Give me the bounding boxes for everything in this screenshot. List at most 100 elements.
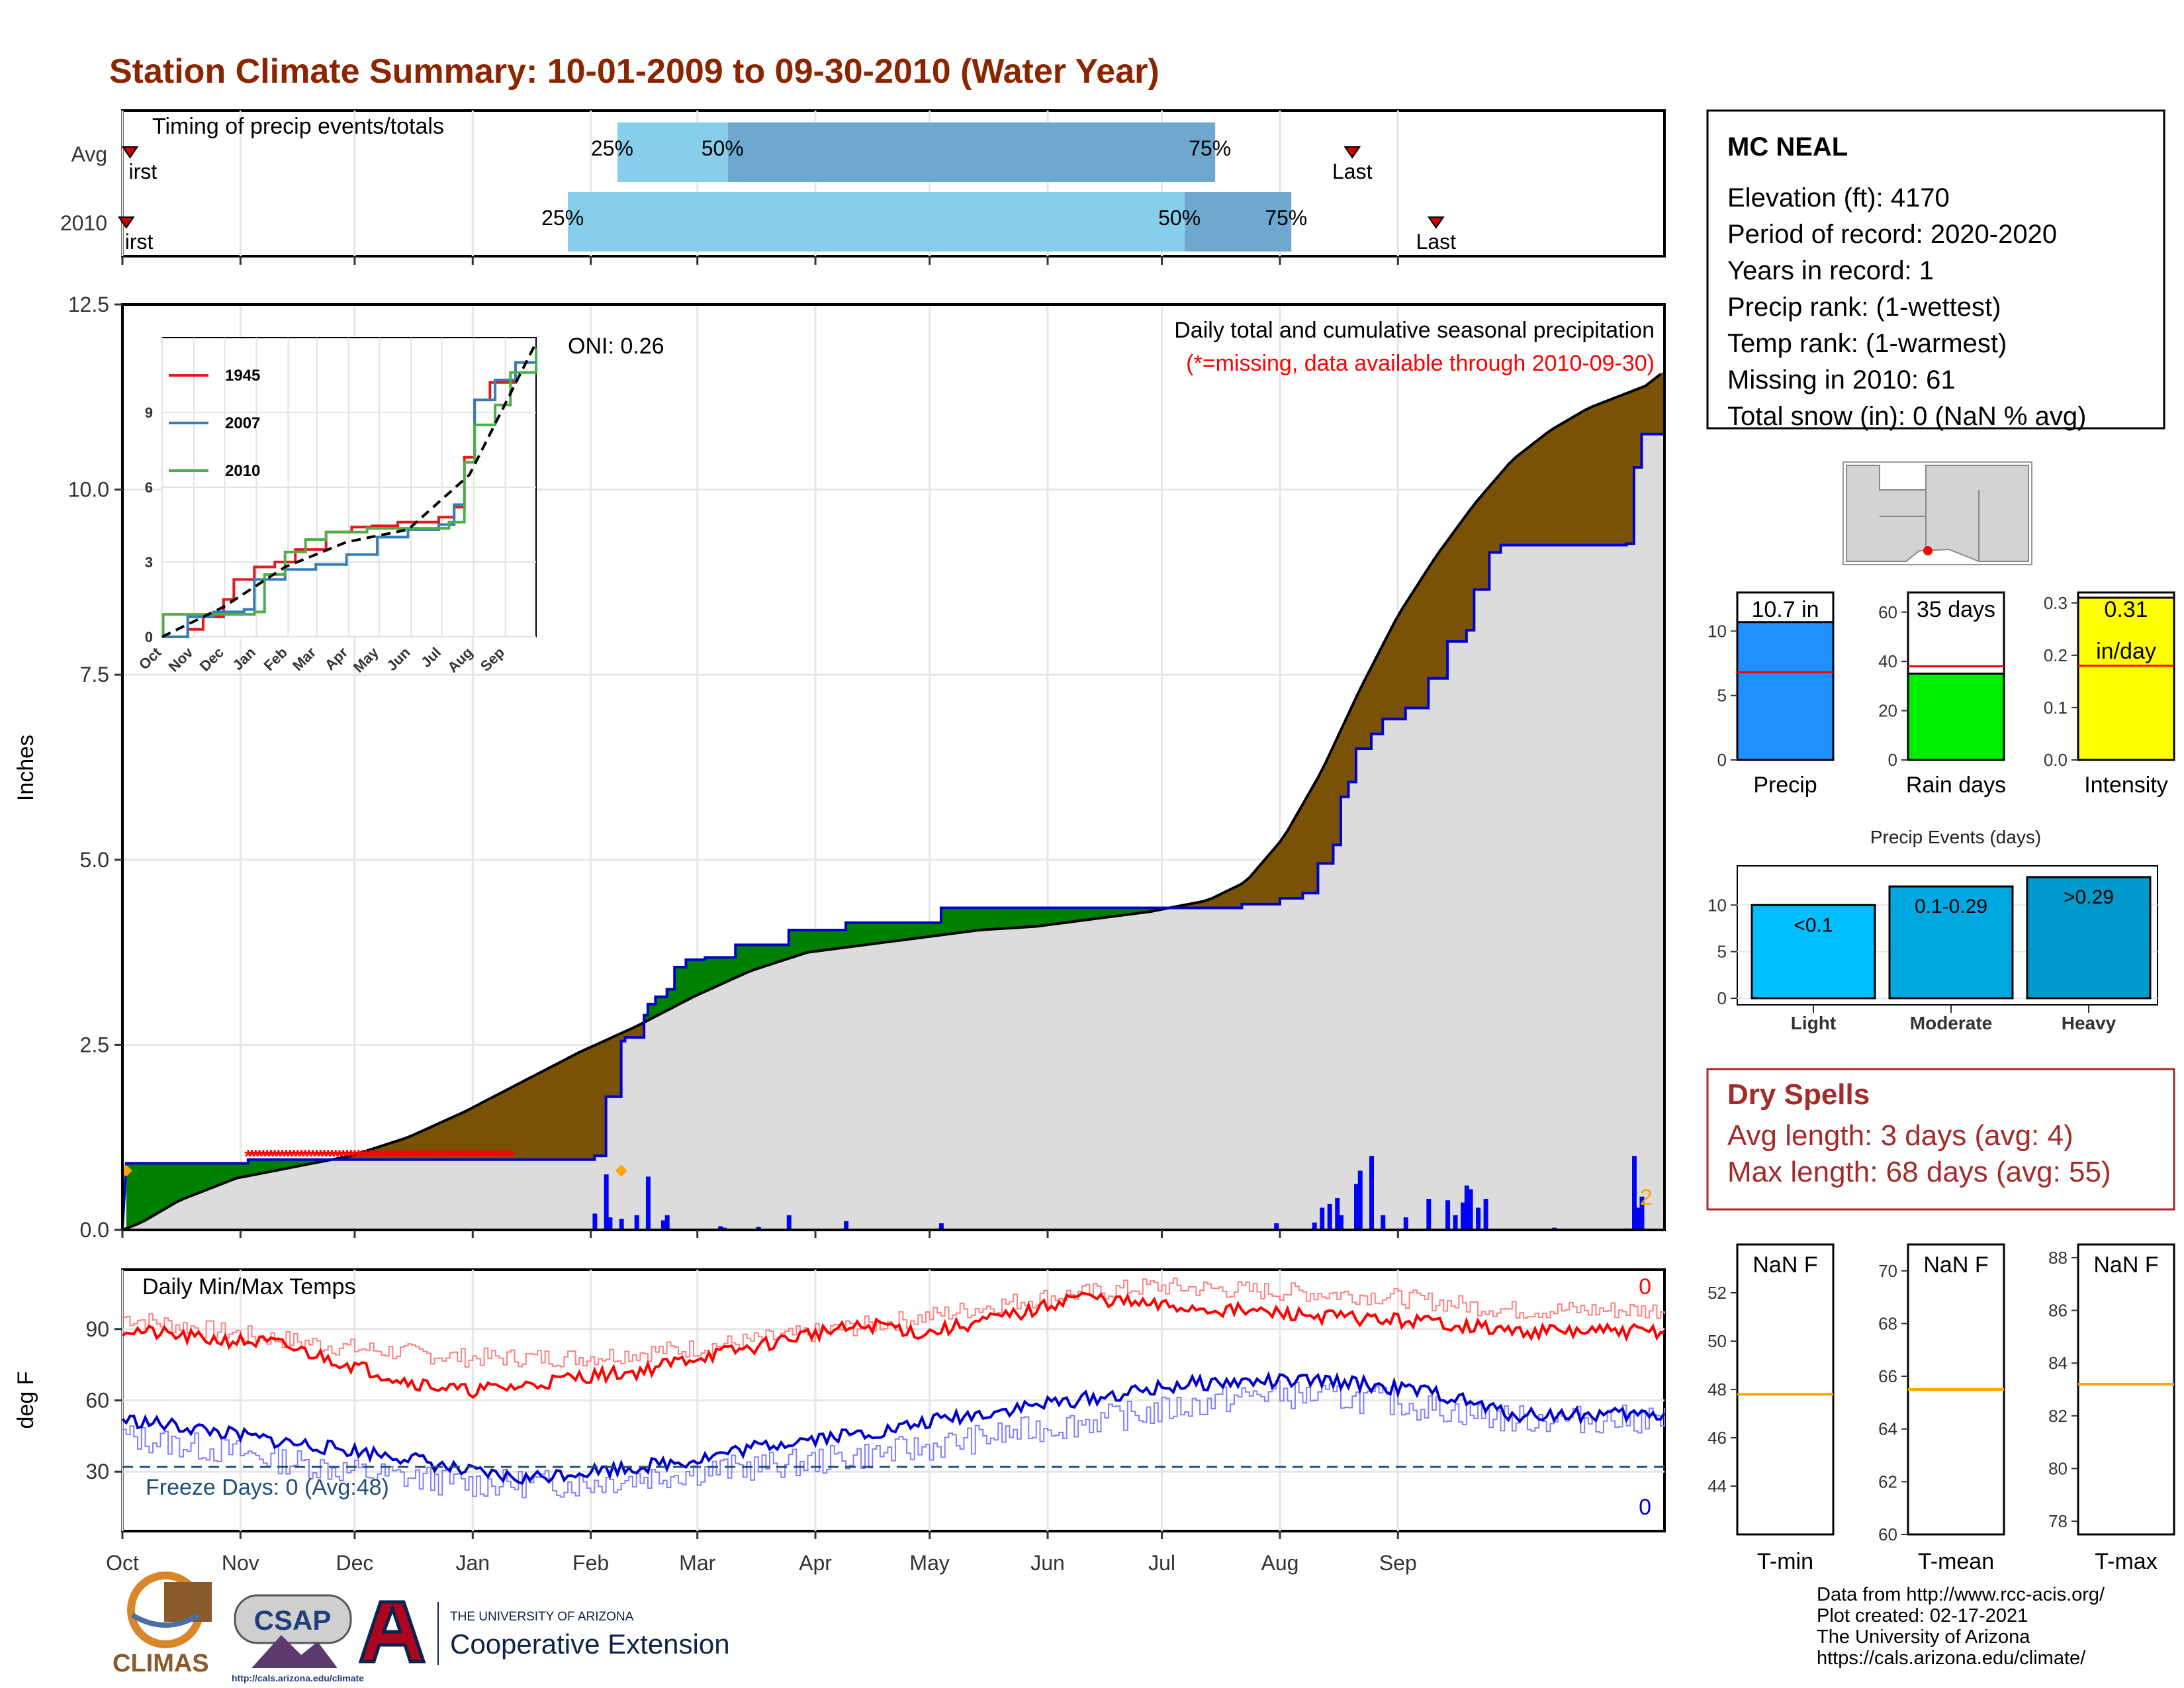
below-cumulative-segment: [1009, 927, 1014, 1230]
cumulative-diff-segment: [968, 908, 972, 931]
cumulative-diff-segment: [499, 1092, 504, 1160]
daily-precip-bar: [1461, 1202, 1466, 1230]
below-cumulative-segment: [525, 1159, 531, 1230]
below-cumulative-segment: [1455, 641, 1459, 1230]
below-cumulative-segment: [1097, 918, 1102, 1230]
below-cumulative-segment: [156, 1212, 161, 1230]
below-cumulative-segment: [1424, 708, 1429, 1230]
events-category-label: Moderate: [1910, 1013, 1992, 1033]
cumulative-diff-segment: [1592, 406, 1597, 545]
cumulative-diff-segment: [171, 1163, 177, 1204]
below-cumulative-segment: [712, 987, 717, 1230]
bar-value-label: 0.31: [2104, 597, 2148, 622]
below-cumulative-segment: [583, 1159, 588, 1230]
csap-url: http://cals.arizona.edu/climate: [232, 1673, 364, 1683]
below-cumulative-segment: [221, 1183, 226, 1230]
below-cumulative-segment: [751, 970, 755, 1230]
cumulative-diff-segment: [1580, 411, 1585, 545]
cumulative-diff-segment: [434, 1124, 439, 1160]
precip-ytick-label: 7.5: [80, 663, 109, 686]
cumulative-diff-segment: [465, 1110, 470, 1160]
below-cumulative-segment: [255, 1174, 260, 1230]
cumulative-diff-segment: [1512, 458, 1517, 545]
below-cumulative-segment: [1542, 545, 1547, 1230]
events-category-label: Light: [1791, 1013, 1836, 1033]
below-cumulative-segment: [1048, 924, 1052, 1230]
cumulative-diff-segment: [1215, 896, 1220, 908]
tbar-ytick-label: 88: [2048, 1248, 2068, 1268]
cumulative-diff-segment: [1596, 404, 1600, 545]
below-cumulative-segment: [1177, 908, 1181, 1230]
below-cumulative-segment: [781, 960, 786, 1230]
cumulative-diff-segment: [263, 1159, 268, 1173]
below-cumulative-segment: [1268, 904, 1273, 1230]
below-cumulative-segment: [480, 1159, 485, 1230]
cumulative-diff-segment: [1576, 413, 1582, 545]
cumulative-diff-segment: [229, 1163, 234, 1181]
cumulative-diff-segment: [1146, 908, 1151, 912]
cumulative-diff-segment: [236, 1163, 241, 1178]
below-cumulative-segment: [138, 1223, 142, 1230]
daily-precip-bar: [1464, 1185, 1469, 1230]
daily-precip-bar: [1639, 1196, 1645, 1230]
below-cumulative-segment: [739, 975, 744, 1230]
cumulative-diff-segment: [590, 1046, 595, 1160]
temp-bar-panels: NaN F 44 46 48 50 52 T-min NaN F 60 62 64 66 68 70 T-m…: [1707, 1243, 2175, 1574]
missing-data-marker: *: [404, 1146, 412, 1166]
cumulative-diff-segment: [1588, 407, 1593, 545]
cumulative-diff-segment: [431, 1126, 435, 1160]
cumulative-diff-segment: [1600, 402, 1604, 545]
below-cumulative-segment: [556, 1159, 561, 1230]
events-category-label: Heavy: [2062, 1013, 2116, 1033]
cumulative-diff-segment: [1314, 780, 1319, 894]
precip-events-panel: Precip Events (days) 0 5 10 <0.1 Light 0.1-0.…: [1707, 827, 2158, 1033]
timing-p50-label: 50%: [702, 136, 744, 160]
cumulative-diff-segment: [1470, 506, 1475, 631]
cumulative-diff-segment: [1001, 908, 1007, 929]
avg-min-temp-line: [122, 1380, 1665, 1499]
daily-precip-bar: [1369, 1156, 1375, 1230]
cumulative-diff-segment: [541, 1070, 546, 1160]
missing-data-marker: *: [443, 1146, 450, 1166]
timing-bar-q2: [1185, 192, 1292, 252]
missing-data-marker: *: [320, 1146, 328, 1166]
cumulative-diff-segment: [1218, 894, 1224, 908]
missing-data-marker: *: [328, 1146, 336, 1166]
missing-data-marker: *: [507, 1146, 514, 1166]
cumulative-diff-segment: [823, 930, 827, 951]
below-cumulative-segment: [1249, 904, 1254, 1230]
cumulative-diff-segment: [872, 922, 877, 944]
below-cumulative-segment: [1466, 630, 1471, 1230]
cumulative-diff-segment: [903, 922, 907, 940]
cumulative-diff-segment: [1493, 480, 1498, 553]
below-cumulative-segment: [267, 1172, 271, 1230]
daily-precip-bar: [1445, 1200, 1451, 1230]
cumulative-diff-segment: [1226, 890, 1231, 908]
below-cumulative-segment: [1622, 545, 1627, 1230]
cumulative-diff-segment: [1607, 400, 1612, 545]
timing-bar-q2: [727, 122, 1216, 182]
below-cumulative-segment: [1169, 908, 1174, 1230]
below-cumulative-segment: [819, 950, 824, 1230]
below-cumulative-segment: [640, 1037, 645, 1230]
below-cumulative-segment: [1420, 708, 1426, 1230]
below-cumulative-segment: [1101, 917, 1105, 1230]
below-cumulative-segment: [708, 988, 713, 1230]
bar-ytick-label: 0.0: [2044, 750, 2068, 770]
cumulative-diff-segment: [305, 1159, 310, 1165]
below-cumulative-segment: [1569, 545, 1574, 1230]
cumulative-diff-segment: [1044, 908, 1048, 925]
cumulative-diff-segment: [842, 930, 846, 948]
below-cumulative-segment: [1188, 908, 1193, 1230]
below-cumulative-segment: [305, 1164, 310, 1230]
below-cumulative-segment: [130, 1226, 134, 1230]
cumulative-diff-segment: [457, 1113, 462, 1160]
below-cumulative-segment: [1653, 434, 1658, 1230]
cumulative-diff-segment: [803, 930, 809, 953]
cumulative-diff-segment: [449, 1117, 455, 1160]
below-cumulative-segment: [251, 1174, 256, 1230]
below-cumulative-segment: [842, 947, 846, 1230]
cumulative-diff-segment: [1420, 577, 1426, 708]
below-cumulative-segment: [586, 1159, 592, 1230]
